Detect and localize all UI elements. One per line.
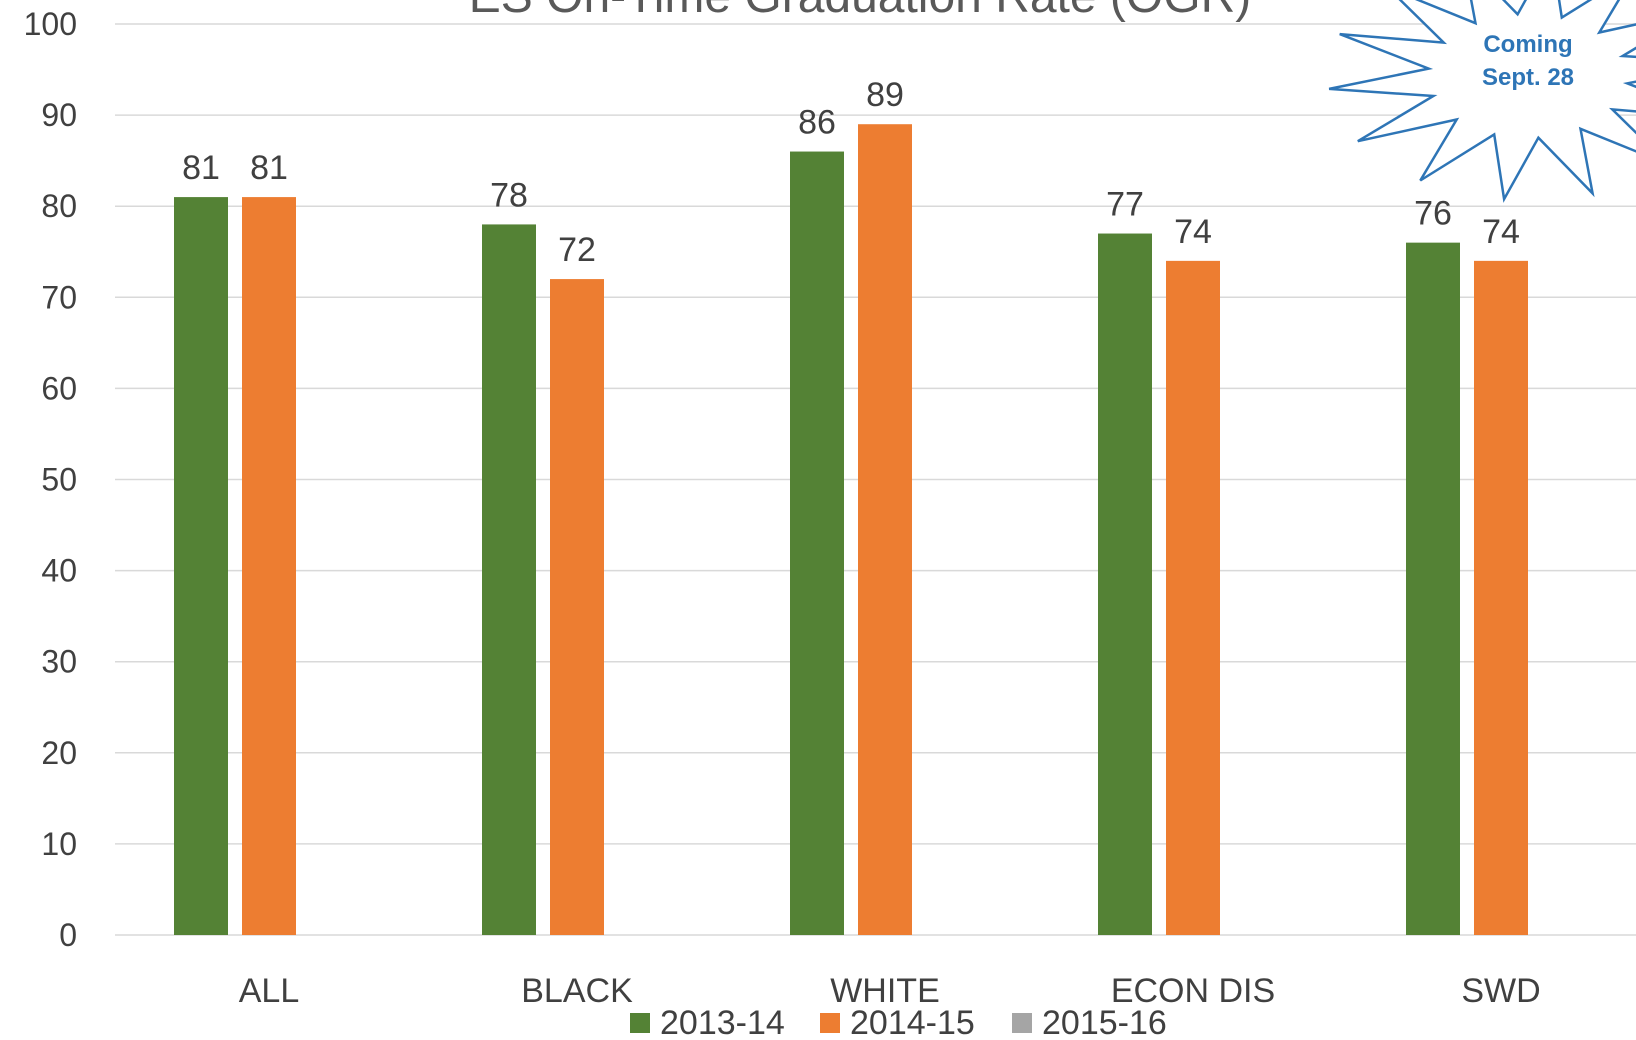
bar-swd-2013-14 xyxy=(1406,242,1460,935)
y-axis-tick-labels: 0 10 20 30 40 50 60 70 80 90 100 xyxy=(24,6,77,953)
data-label: 81 xyxy=(250,149,288,187)
legend-swatch-2014-15 xyxy=(820,1013,840,1033)
legend: 2013-14 2014-15 2015-16 xyxy=(630,1004,1167,1040)
y-tick-label: 60 xyxy=(41,370,77,406)
y-tick-label: 80 xyxy=(41,188,77,224)
bar-all-2014-15 xyxy=(242,197,296,936)
bar-all-2013-14 xyxy=(174,197,228,936)
data-label: 74 xyxy=(1482,213,1520,251)
bar-swd-2014-15 xyxy=(1474,260,1528,935)
legend-swatch-2013-14 xyxy=(630,1013,650,1033)
x-axis-category-labels: ALL BLACK WHITE ECON DIS SWD xyxy=(239,972,1541,1010)
starburst-shape xyxy=(1328,0,1636,203)
data-label: 78 xyxy=(490,176,528,214)
y-tick-label: 70 xyxy=(41,279,77,315)
data-label: 86 xyxy=(798,104,836,142)
chart-title: ES On-Time Graduation Rate (OGR) xyxy=(469,0,1251,23)
bar-black-2013-14 xyxy=(482,224,536,936)
bar-white-2013-14 xyxy=(790,151,844,936)
data-label: 89 xyxy=(866,76,904,114)
badge-line1: Coming xyxy=(1483,31,1572,58)
badge-line2: Sept. 28 xyxy=(1482,64,1574,91)
y-tick-label: 90 xyxy=(41,97,77,133)
y-tick-label: 20 xyxy=(41,735,77,771)
legend-label: 2013-14 xyxy=(660,1004,785,1040)
data-labels: 81 81 78 72 86 89 77 74 76 74 xyxy=(182,76,1520,269)
coming-soon-badge: Coming Sept. 28 xyxy=(1328,0,1636,203)
legend-label: 2014-15 xyxy=(850,1004,975,1040)
y-tick-label: 30 xyxy=(41,644,77,680)
data-label: 81 xyxy=(182,149,220,187)
category-label: BLACK xyxy=(521,972,633,1010)
data-label: 72 xyxy=(558,231,596,269)
bar-econ-dis-2013-14 xyxy=(1098,233,1152,935)
y-tick-label: 0 xyxy=(59,917,77,953)
y-tick-label: 40 xyxy=(41,553,77,589)
data-label: 76 xyxy=(1414,195,1452,233)
bars xyxy=(174,124,1528,936)
y-tick-label: 10 xyxy=(41,826,77,862)
category-label: ECON DIS xyxy=(1111,972,1275,1010)
legend-swatch-2015-16 xyxy=(1012,1013,1032,1033)
bar-econ-dis-2014-15 xyxy=(1166,260,1220,935)
legend-label: 2015-16 xyxy=(1042,1004,1167,1040)
data-label: 74 xyxy=(1174,213,1212,251)
y-tick-label: 100 xyxy=(24,6,77,42)
category-label: SWD xyxy=(1461,972,1540,1010)
category-label: ALL xyxy=(239,972,300,1010)
bar-white-2014-15 xyxy=(858,124,912,935)
data-label: 77 xyxy=(1106,186,1144,224)
y-tick-label: 50 xyxy=(41,462,77,498)
bar-black-2014-15 xyxy=(550,279,604,936)
category-label: WHITE xyxy=(830,972,940,1010)
